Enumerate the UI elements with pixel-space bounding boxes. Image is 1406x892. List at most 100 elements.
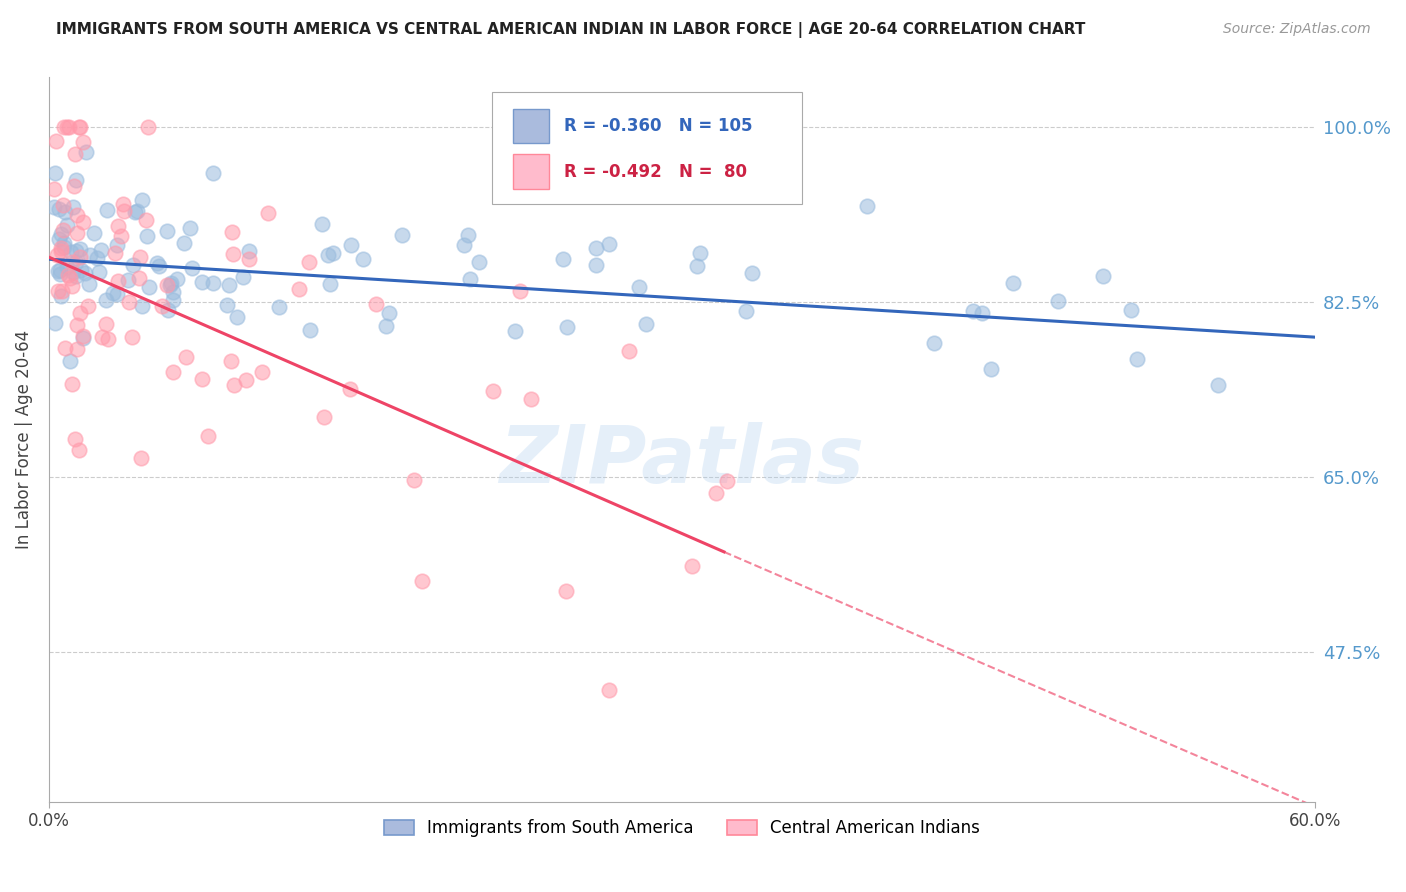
Point: [503, 324, 526, 338]
Point: [176, 350, 198, 364]
Point: [238, 252, 260, 266]
Point: [52, 120, 75, 135]
Text: IMMIGRANTS FROM SOUTH AMERICA VS CENTRAL AMERICAN INDIAN IN LABOR FORCE | AGE 20: IMMIGRANTS FROM SOUTH AMERICA VS CENTRAL…: [56, 22, 1085, 38]
Text: R = -0.360   N = 105: R = -0.360 N = 105: [564, 117, 752, 135]
Point: [924, 336, 946, 351]
Point: [156, 224, 179, 238]
Point: [60, 377, 83, 392]
Point: [191, 275, 214, 289]
Point: [219, 354, 242, 368]
Point: [72, 215, 94, 229]
Point: [173, 235, 195, 250]
Point: [627, 280, 650, 294]
Point: [48, 264, 70, 278]
Point: [520, 392, 543, 406]
Text: R = -0.492   N =  80: R = -0.492 N = 80: [564, 162, 747, 180]
Point: [136, 120, 159, 135]
Point: [135, 213, 157, 227]
Point: [56, 218, 79, 232]
Point: [72, 329, 94, 343]
Point: [148, 259, 170, 273]
Point: [555, 320, 578, 334]
Point: [468, 255, 491, 269]
Point: [67, 442, 90, 457]
Point: [65, 433, 87, 447]
Point: [53, 240, 76, 254]
Point: [162, 285, 184, 299]
Point: [44, 166, 66, 180]
Point: [716, 474, 738, 488]
Point: [311, 217, 333, 231]
Point: [131, 193, 153, 207]
Point: [136, 228, 159, 243]
Point: [972, 306, 994, 320]
Point: [218, 278, 240, 293]
Point: [59, 245, 82, 260]
Point: [117, 273, 139, 287]
Point: [162, 365, 184, 379]
Point: [66, 318, 89, 332]
Point: [45, 134, 67, 148]
Point: [48, 232, 70, 246]
Point: [72, 331, 94, 345]
Point: [378, 306, 401, 320]
Point: [58, 354, 80, 368]
Point: [70, 263, 93, 277]
Point: [1092, 268, 1115, 283]
Point: [128, 250, 150, 264]
Point: [127, 204, 149, 219]
Point: [131, 451, 153, 466]
Point: [65, 244, 87, 259]
Point: [122, 258, 145, 272]
Point: [94, 317, 117, 331]
Point: [962, 303, 984, 318]
Point: [53, 342, 76, 356]
Point: [110, 229, 132, 244]
Point: [1046, 293, 1069, 308]
Point: [267, 300, 290, 314]
Point: [62, 179, 84, 194]
Point: [66, 226, 89, 240]
Point: [75, 145, 97, 159]
Point: [319, 277, 342, 292]
Point: [287, 282, 309, 296]
Point: [65, 268, 87, 283]
Y-axis label: In Labor Force | Age 20-64: In Labor Force | Age 20-64: [15, 330, 32, 549]
Point: [69, 306, 91, 320]
Point: [51, 284, 73, 298]
Point: [598, 682, 620, 697]
Point: [94, 293, 117, 308]
Point: [181, 260, 204, 275]
Point: [235, 373, 257, 387]
Point: [104, 246, 127, 260]
Point: [238, 244, 260, 259]
Point: [65, 342, 87, 356]
Point: [89, 265, 111, 279]
Point: [224, 378, 246, 392]
Point: [366, 297, 388, 311]
Point: [65, 208, 87, 222]
Point: [250, 365, 273, 379]
Point: [689, 246, 711, 260]
Point: [202, 166, 225, 180]
Point: [457, 227, 479, 242]
Point: [90, 243, 112, 257]
Point: [124, 205, 146, 219]
Point: [62, 201, 84, 215]
Point: [509, 284, 531, 298]
Point: [58, 268, 80, 282]
Point: [53, 204, 76, 219]
Text: Source: ZipAtlas.com: Source: ZipAtlas.com: [1223, 22, 1371, 37]
Point: [65, 254, 87, 268]
Point: [585, 241, 607, 255]
Legend: Immigrants from South America, Central American Indians: Immigrants from South America, Central A…: [377, 813, 987, 844]
Point: [322, 246, 344, 260]
Point: [374, 319, 396, 334]
Point: [49, 267, 72, 281]
Point: [112, 204, 135, 219]
Point: [73, 266, 96, 280]
Point: [59, 271, 82, 285]
Point: [79, 248, 101, 262]
Point: [62, 255, 84, 269]
Point: [681, 558, 703, 573]
